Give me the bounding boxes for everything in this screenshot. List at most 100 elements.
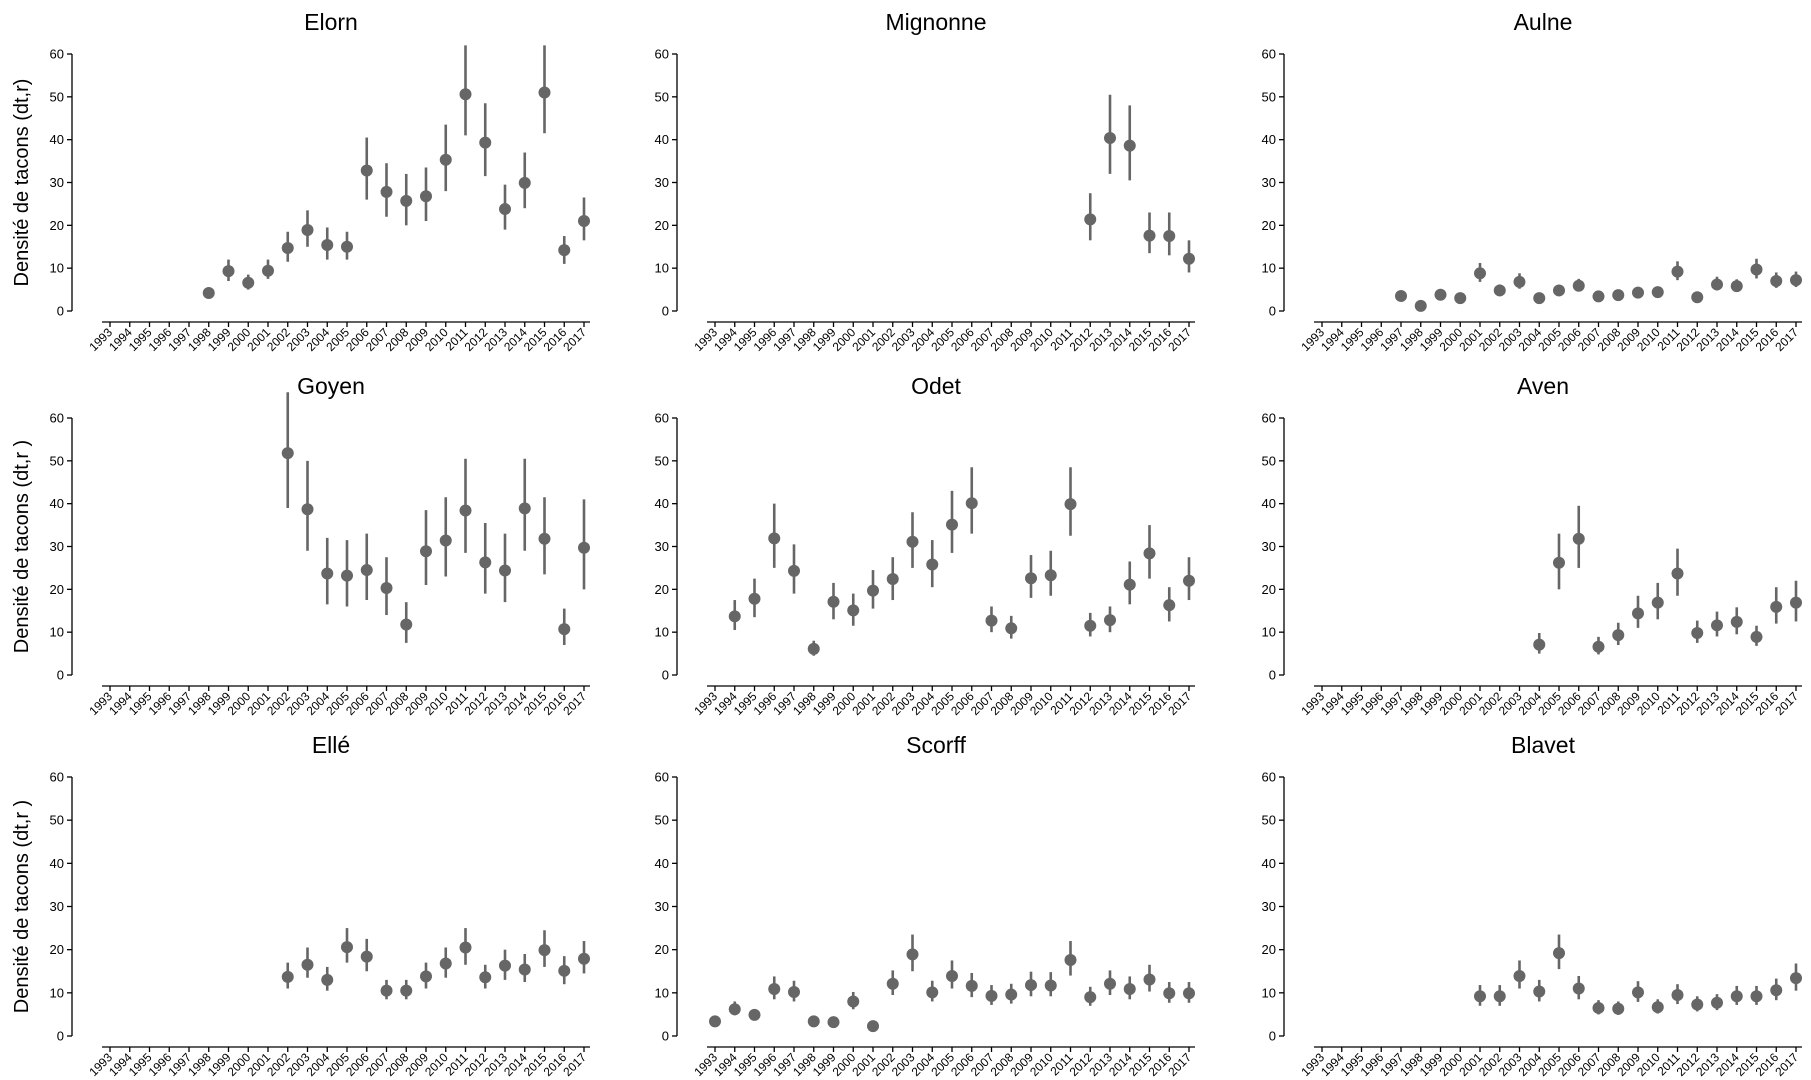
data-point [867, 584, 879, 597]
panel-mignonne: Mignonne01020304050601993199419951996199… [655, 9, 1195, 354]
data-point [1064, 954, 1077, 967]
panel-aulne: Aulne01020304050601993199419951996199719… [1262, 9, 1802, 354]
data-point [360, 164, 373, 177]
y-tick-label: 50 [1262, 813, 1276, 828]
data-point [1183, 987, 1195, 1000]
data-point [1711, 996, 1723, 1009]
y-tick-label: 60 [655, 47, 669, 62]
panel-title: Aulne [1514, 9, 1573, 35]
y-tick-label: 10 [1262, 625, 1276, 640]
y-tick-label: 60 [1262, 47, 1276, 62]
data-point [1533, 985, 1546, 998]
data-point [1572, 532, 1585, 545]
y-tick-label: 0 [662, 1029, 669, 1044]
x-tick-label: 2017 [560, 1050, 589, 1079]
x-tick-label: 2017 [1772, 689, 1801, 718]
data-point [400, 984, 413, 997]
data-point [1572, 279, 1585, 292]
data-point [281, 970, 294, 983]
y-tick-label: 30 [50, 899, 64, 914]
data-point [439, 534, 452, 547]
data-point [360, 950, 373, 963]
data-point [886, 977, 899, 990]
panel-blavet: Blavet0102030405060199319941995199619971… [1262, 732, 1802, 1079]
data-point [578, 215, 590, 228]
data-point [1143, 973, 1156, 986]
data-point [1104, 977, 1116, 990]
y-tick-label: 0 [57, 668, 64, 683]
y-tick-label: 40 [655, 496, 669, 511]
data-point [748, 592, 761, 605]
y-tick-label: 40 [50, 496, 64, 511]
data-point [965, 497, 978, 510]
data-point [420, 545, 432, 558]
data-point [1572, 982, 1585, 995]
data-point [538, 86, 551, 99]
data-point [301, 958, 314, 971]
data-point [558, 623, 571, 636]
y-tick-label: 20 [50, 582, 64, 597]
data-point [946, 969, 958, 982]
panel-title: Scorff [906, 732, 966, 758]
panel-aven: Aven010203040506019931994199519961997199… [1262, 373, 1802, 718]
data-point [1414, 299, 1427, 312]
y-tick-label: 0 [1269, 304, 1276, 319]
y-tick-label: 30 [655, 899, 669, 914]
y-tick-label: 10 [50, 985, 64, 1000]
y-tick-label: 0 [57, 304, 64, 319]
x-tick-label: 2017 [1772, 1050, 1801, 1079]
y-tick-label: 50 [655, 813, 669, 828]
data-point [1493, 990, 1506, 1003]
data-point [1711, 619, 1723, 632]
data-point [1592, 1001, 1605, 1014]
x-tick-label: 2017 [1772, 325, 1801, 354]
data-point [1044, 569, 1057, 582]
y-tick-label: 50 [655, 89, 669, 104]
data-point [281, 447, 294, 460]
data-point [1395, 290, 1407, 303]
y-tick-label: 30 [50, 539, 64, 554]
y-tick-label: 10 [655, 625, 669, 640]
y-tick-label: 50 [50, 89, 64, 104]
data-point [1730, 280, 1743, 293]
y-tick-label: 20 [50, 942, 64, 957]
data-point [1533, 638, 1546, 651]
y-tick-label: 20 [655, 218, 669, 233]
y-tick-label: 60 [1262, 411, 1276, 426]
data-point [926, 986, 939, 999]
y-tick-label: 0 [1269, 668, 1276, 683]
data-point [1790, 274, 1802, 287]
data-point [341, 569, 353, 582]
data-point [321, 567, 334, 580]
y-tick-label: 40 [655, 856, 669, 871]
y-tick-label: 60 [655, 411, 669, 426]
data-point [1612, 629, 1625, 642]
data-point [1691, 627, 1704, 640]
data-point [499, 564, 511, 577]
data-point [1612, 1002, 1625, 1015]
y-tick-label: 30 [1262, 175, 1276, 190]
x-tick-label: 2017 [560, 689, 589, 718]
y-tick-label: 30 [655, 539, 669, 554]
data-point [1553, 556, 1565, 569]
y-tick-label: 0 [662, 304, 669, 319]
data-point [847, 604, 860, 617]
data-point [1163, 599, 1176, 612]
data-point [1691, 998, 1704, 1011]
data-point [479, 556, 492, 569]
data-point [1651, 286, 1664, 299]
data-point [1025, 572, 1037, 585]
data-point [906, 535, 919, 548]
data-point [499, 203, 511, 216]
data-point [439, 957, 452, 970]
y-tick-label: 40 [50, 132, 64, 147]
data-point [380, 582, 393, 595]
data-point [459, 941, 472, 954]
y-tick-label: 10 [655, 261, 669, 276]
y-tick-label: 20 [1262, 582, 1276, 597]
data-point [242, 276, 255, 289]
data-point [946, 518, 958, 531]
y-tick-label: 20 [50, 218, 64, 233]
data-point [1163, 230, 1176, 243]
data-point [1143, 229, 1156, 242]
